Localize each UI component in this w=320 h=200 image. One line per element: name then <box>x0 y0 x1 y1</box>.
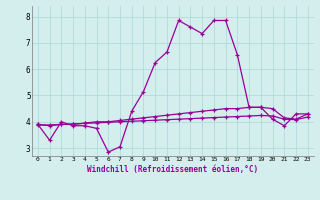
X-axis label: Windchill (Refroidissement éolien,°C): Windchill (Refroidissement éolien,°C) <box>87 165 258 174</box>
